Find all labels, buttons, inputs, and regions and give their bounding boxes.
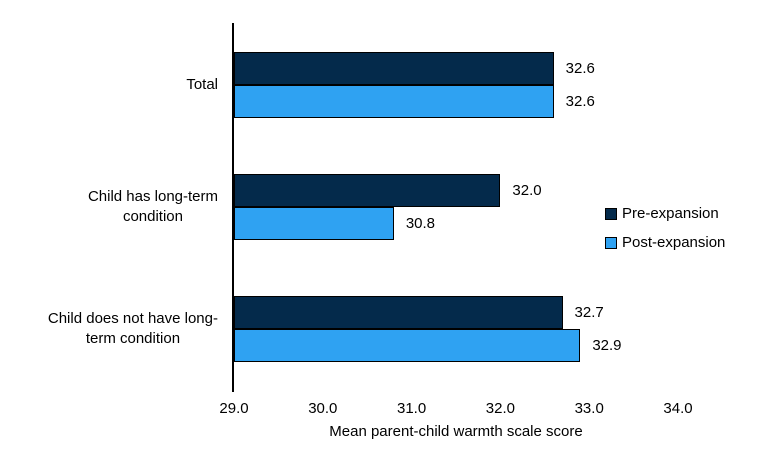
bar-row: 32.7: [234, 296, 622, 329]
bar-row: 32.0: [234, 174, 622, 207]
x-axis: 29.0 30.0 31.0 32.0 33.0 34.0: [219, 400, 692, 418]
bar-row: 32.6: [234, 52, 622, 85]
value-label: 32.6: [565, 93, 595, 110]
bar-pre-expansion-child-does-not-have-long-term-condition: [234, 296, 563, 329]
x-tick-label: 34.0: [663, 400, 693, 417]
bar-row: 32.9: [234, 329, 622, 362]
category-label-text: Child does not have long-term condition: [47, 310, 218, 347]
value-label: 32.7: [574, 304, 604, 321]
value-label: 32.6: [565, 60, 595, 77]
bar-group-total: 32.6 32.6: [234, 52, 622, 118]
category-label-child-does-not-have-long-term-condition: Child does not have long-term condition: [0, 296, 224, 362]
x-tick-label: 29.0: [219, 400, 249, 417]
value-label: 30.8: [405, 215, 436, 232]
legend-swatch-post-expansion-icon: [605, 236, 617, 249]
legend-label-pre-expansion: Pre-expansion: [622, 205, 719, 222]
x-tick-label: 33.0: [574, 400, 604, 417]
y-axis-line: [232, 23, 234, 392]
legend-item-post-expansion: Post-expansion: [605, 234, 725, 251]
legend: Pre-expansion Post-expansion: [605, 205, 725, 263]
bar-post-expansion-child-has-long-term-condition: [234, 207, 394, 240]
x-tick-label: 30.0: [308, 400, 338, 417]
bar-group-child-has-long-term-condition: 32.0 30.8: [234, 174, 622, 240]
bar-row: 32.6: [234, 85, 622, 118]
bar-post-expansion-total: [234, 85, 554, 118]
x-tick-label: 32.0: [485, 400, 515, 417]
plot-groups: 32.6 32.6 32.0 30.8 32.7 32.9: [234, 52, 622, 418]
bar-row: 30.8: [234, 207, 622, 240]
bar-group-child-does-not-have-long-term-condition: 32.7 32.9: [234, 296, 622, 362]
category-label-total: Total: [0, 52, 224, 118]
bar-post-expansion-child-does-not-have-long-term-condition: [234, 329, 581, 362]
category-label-text: Total: [186, 76, 218, 93]
legend-label-post-expansion: Post-expansion: [622, 234, 726, 251]
legend-swatch-pre-expansion-icon: [605, 207, 617, 220]
category-label-child-has-long-term-condition: Child has long-term condition: [0, 174, 224, 240]
x-axis-title: Mean parent-child warmth scale score: [329, 423, 583, 440]
value-label: 32.9: [592, 337, 622, 354]
value-label: 32.0: [512, 182, 542, 199]
bar-pre-expansion-total: [234, 52, 554, 85]
bar-pre-expansion-child-has-long-term-condition: [234, 174, 501, 207]
category-label-text: Child has long-term condition: [87, 188, 218, 225]
legend-item-pre-expansion: Pre-expansion: [605, 205, 725, 222]
x-tick-label: 31.0: [396, 400, 427, 417]
